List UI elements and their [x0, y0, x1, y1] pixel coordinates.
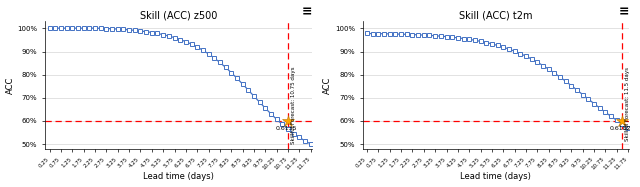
Text: 0.6182: 0.6182	[610, 126, 632, 131]
Y-axis label: ACC: ACC	[6, 76, 15, 94]
Text: ≡: ≡	[619, 6, 629, 19]
Text: ≡: ≡	[301, 6, 312, 19]
X-axis label: Lead time (days): Lead time (days)	[460, 172, 531, 181]
Title: Skill (ACC) z500: Skill (ACC) z500	[140, 11, 217, 21]
X-axis label: Lead time (days): Lead time (days)	[143, 172, 214, 181]
Text: Skillful Forecast: 10.75 days: Skillful Forecast: 10.75 days	[291, 67, 296, 144]
Text: 0.6135: 0.6135	[276, 126, 297, 131]
Y-axis label: ACC: ACC	[323, 76, 332, 94]
Text: Skillful Forecast: 11.5 days: Skillful Forecast: 11.5 days	[625, 67, 630, 141]
Title: Skill (ACC) t2m: Skill (ACC) t2m	[459, 11, 532, 21]
